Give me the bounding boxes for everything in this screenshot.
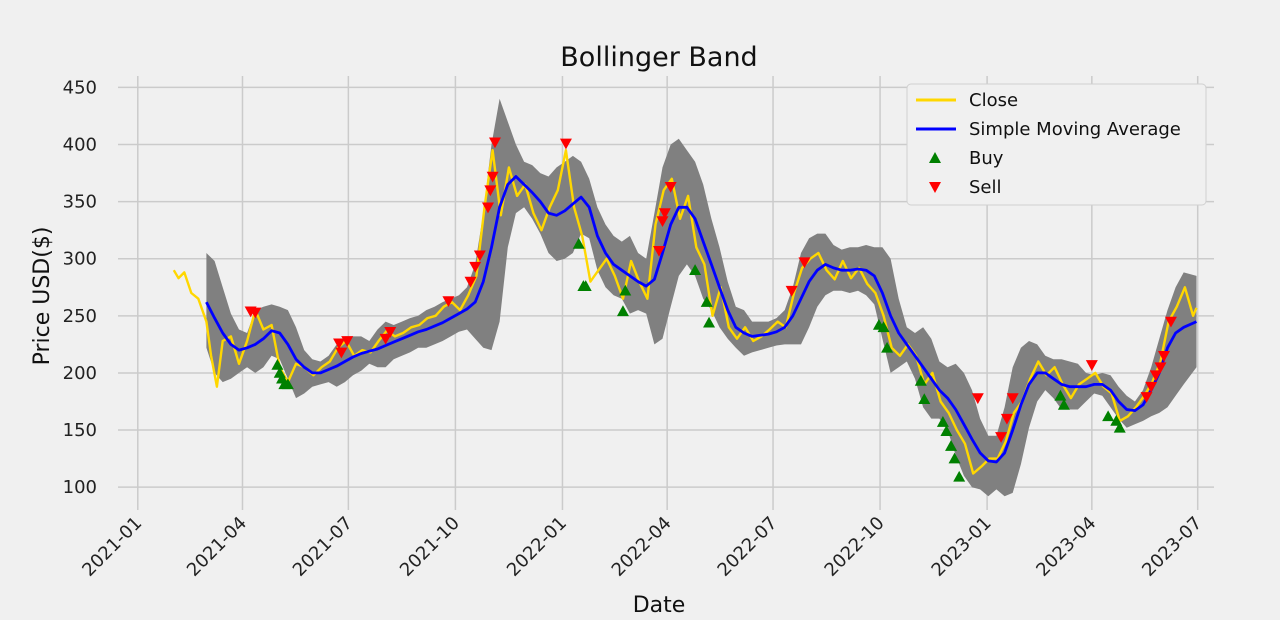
- sell-marker: [249, 307, 262, 319]
- sell-marker: [1006, 393, 1019, 405]
- sell-marker: [464, 276, 477, 288]
- y-tick-label: 350: [63, 192, 97, 213]
- sell-marker: [469, 261, 482, 273]
- sell-marker: [379, 333, 392, 345]
- sell-marker: [484, 185, 497, 197]
- sell-marker: [798, 257, 811, 269]
- sell-marker: [1157, 351, 1170, 362]
- sell-marker: [1140, 392, 1153, 403]
- sell-marker: [488, 137, 501, 149]
- buy-marker: [579, 280, 592, 291]
- buy-marker: [877, 321, 890, 333]
- y-tick-label: 100: [63, 477, 97, 498]
- buy-marker: [703, 316, 716, 328]
- buy-marker: [953, 470, 966, 482]
- sell-marker: [442, 296, 455, 307]
- sell-marker: [653, 245, 666, 257]
- buy-marker: [689, 264, 702, 275]
- legend-swatch-sell: [929, 182, 941, 193]
- sell-marker: [335, 347, 348, 359]
- y-tick-label: 150: [63, 420, 97, 441]
- buy-marker: [616, 305, 629, 317]
- series-lines: [172, 148, 1198, 475]
- y-axis-title: Price USD($): [30, 227, 55, 366]
- sell-marker: [785, 285, 798, 297]
- sell-marker: [473, 250, 486, 262]
- y-tick-label: 400: [63, 135, 97, 156]
- sell-marker: [384, 327, 397, 338]
- buy-marker: [881, 341, 894, 353]
- buy-marker: [619, 284, 632, 296]
- signal-markers: [244, 137, 1177, 482]
- sell-marker: [1085, 360, 1098, 371]
- buy-marker: [914, 374, 927, 386]
- sell-marker: [1145, 381, 1158, 393]
- y-tick-label: 450: [63, 77, 97, 98]
- buy-marker: [1054, 389, 1067, 401]
- sell-marker: [341, 336, 354, 347]
- legend-label-close: Close: [969, 90, 1018, 111]
- sell-marker: [1000, 413, 1013, 425]
- legend: Close Simple Moving Average Buy Sell: [906, 83, 1207, 206]
- buy-marker: [281, 378, 294, 390]
- buy-marker: [940, 425, 953, 436]
- sell-marker: [481, 202, 494, 214]
- sell-marker: [656, 216, 669, 228]
- buy-marker: [1102, 410, 1115, 422]
- sell-marker: [559, 138, 572, 150]
- x-axis-title: Date: [633, 593, 686, 618]
- buy-marker: [936, 416, 949, 427]
- chart-title: Bollinger Band: [560, 42, 757, 73]
- sell-marker: [995, 432, 1008, 443]
- legend-label-simple-moving-average: Simple Moving Average: [969, 119, 1181, 140]
- legend-label-buy: Buy: [969, 148, 1004, 169]
- bollinger-band: [206, 98, 1197, 497]
- y-tick-label: 200: [63, 363, 97, 384]
- buy-marker: [918, 393, 931, 405]
- buy-marker: [1057, 398, 1070, 410]
- buy-marker: [700, 296, 713, 307]
- buy-marker: [945, 440, 958, 451]
- sell-marker: [658, 208, 671, 220]
- buy-marker: [572, 237, 585, 249]
- legend-label-sell: Sell: [969, 177, 1002, 198]
- legend-swatch-buy: [929, 152, 941, 163]
- y-axis-ticks: 100 150 200 250 300 350 400 450: [63, 77, 97, 498]
- sma-line: [205, 175, 1198, 464]
- sell-marker: [971, 393, 984, 405]
- y-tick-label: 300: [63, 249, 97, 270]
- band-area: [206, 98, 1197, 497]
- sell-marker: [486, 171, 499, 183]
- sell-marker: [1164, 316, 1177, 328]
- legend-box: [906, 83, 1207, 206]
- sell-marker: [1154, 362, 1167, 374]
- buy-marker: [948, 452, 961, 464]
- buy-marker: [271, 358, 284, 370]
- buy-marker: [1113, 421, 1126, 433]
- y-tick-label: 250: [63, 306, 97, 327]
- sell-marker: [333, 338, 346, 350]
- sell-marker: [664, 181, 677, 193]
- sell-marker: [1149, 370, 1162, 382]
